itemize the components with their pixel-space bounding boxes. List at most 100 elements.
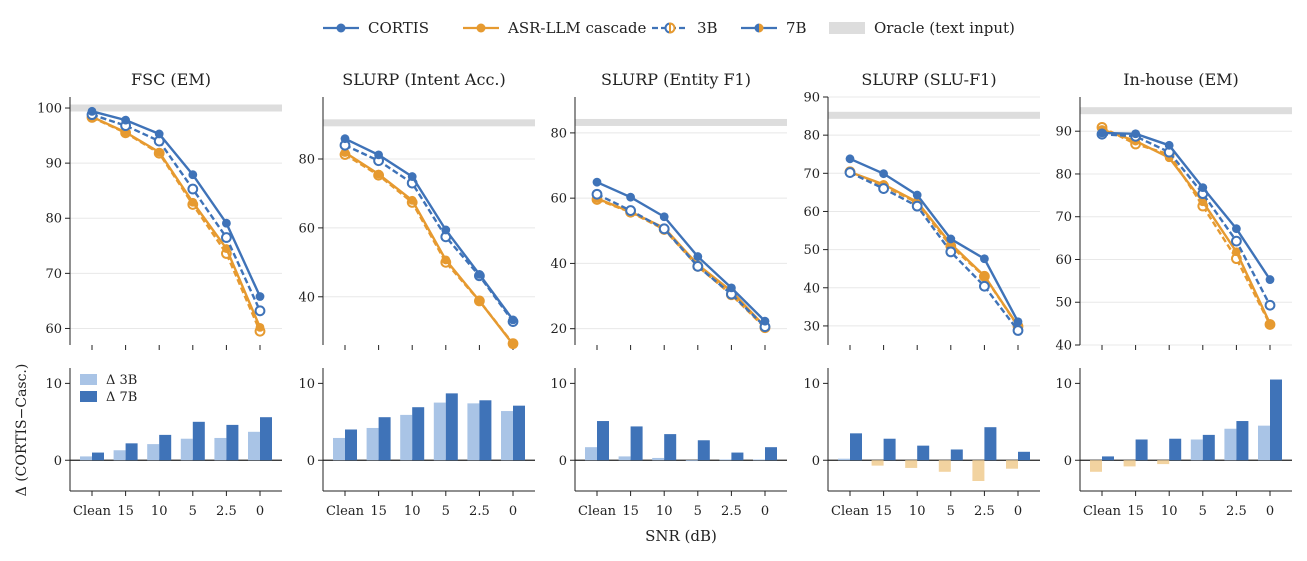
delta-bar-d7b (1236, 421, 1249, 461)
delta-bar-d3b (433, 402, 446, 461)
delta-bar-d3b (652, 457, 665, 461)
delta-legend-swatch-3b (80, 374, 97, 385)
delta-bar-d3b (113, 450, 126, 461)
panel-2: SLURP (Entity F1) 20 40 60 80 0 10 Clean 15 10 5 2.… (550, 70, 787, 519)
legend-label-3b: 3B (697, 19, 718, 37)
panel-title: In-house (EM) (1123, 70, 1239, 89)
data-point (255, 322, 265, 332)
delta-y-tick-label: 10 (1055, 377, 1072, 392)
series-line-cortis-7b (344, 137, 514, 321)
series-line-asr-llm-cascade-7b (1101, 128, 1272, 325)
y-tick-label: 50 (803, 243, 820, 258)
x-tick-label: 2.5 (974, 504, 995, 519)
data-point (340, 148, 350, 157)
data-point (221, 232, 232, 243)
data-point (912, 190, 922, 200)
x-tick-label: Clean (326, 504, 365, 519)
x-tick-label: 15 (370, 504, 387, 519)
y-tick-label: 60 (298, 221, 315, 236)
data-point (878, 183, 889, 194)
data-point (374, 169, 383, 179)
y-tick-label: 50 (1055, 296, 1072, 311)
series-line-cortis-7b (596, 181, 766, 323)
data-point (188, 170, 198, 180)
data-point (508, 315, 518, 325)
x-tick-label: 10 (909, 504, 926, 519)
y-tick-label: 70 (1055, 210, 1072, 225)
x-tick-label: 0 (1266, 504, 1274, 519)
data-point (441, 225, 451, 235)
data-point (1097, 128, 1107, 138)
delta-bar-d7b (1135, 439, 1148, 461)
x-tick-label: 0 (1014, 504, 1022, 519)
data-point (1012, 325, 1024, 336)
y-tick-label: 80 (45, 212, 62, 227)
y-tick-label: 80 (550, 126, 567, 141)
x-tick-label: 15 (117, 504, 134, 519)
x-tick-label: 15 (622, 504, 639, 519)
y-tick-label: 60 (550, 192, 567, 207)
delta-bar-d7b (731, 452, 744, 461)
data-point (625, 205, 636, 216)
panel-title: SLURP (Entity F1) (601, 70, 751, 89)
x-tick-label: 15 (1127, 504, 1144, 519)
oracle-band (828, 111, 1040, 119)
bottom-y-axis-label: Δ (CORTIS−Casc.) (14, 364, 30, 497)
y-tick-label: 60 (1055, 253, 1072, 268)
data-point (658, 223, 670, 235)
delta-bar-d7b (479, 400, 492, 461)
delta-bar-d7b (697, 440, 710, 461)
delta-legend-label-7b: Δ 7B (106, 390, 137, 405)
y-tick-label: 90 (803, 91, 820, 106)
series-line-asr-llm-cascade-3b (1101, 126, 1272, 326)
delta-bar-d3b (1190, 439, 1203, 461)
delta-bar-d7b (883, 438, 896, 461)
delta-bar-d3b (400, 414, 413, 461)
x-tick-label: 10 (404, 504, 421, 519)
y-tick-label: 20 (550, 322, 567, 337)
series-line-cortis-7b (91, 110, 262, 298)
y-tick-label: 90 (45, 157, 62, 172)
data-point (508, 339, 518, 349)
legend-item-cascade: ASR-LLM cascade (463, 19, 647, 37)
delta-bar-d7b (378, 417, 391, 461)
delta-y-tick-label: 0 (1064, 454, 1072, 469)
delta-bar-d7b (159, 434, 172, 461)
panel-title: FSC (EM) (131, 70, 211, 89)
delta-bar-d3b (938, 460, 951, 472)
series-line-cortis-7b (849, 157, 1020, 323)
delta-bar-d3b (147, 444, 160, 461)
delta-bar-d3b (80, 456, 92, 461)
y-tick-label: 90 (1055, 125, 1072, 140)
x-tick-label: Clean (1083, 504, 1122, 519)
delta-bar-d3b (467, 403, 480, 461)
delta-bar-d7b (664, 434, 677, 461)
x-tick-label: 10 (1161, 504, 1178, 519)
data-point (946, 234, 956, 244)
x-tick-label: 0 (509, 504, 517, 519)
oracle-band (323, 119, 535, 127)
delta-bar-d3b (180, 438, 193, 461)
data-point (693, 252, 703, 261)
delta-bar-d3b (972, 460, 985, 482)
legend-label-cascade: ASR-LLM cascade (507, 19, 647, 37)
delta-bar-d7b (1102, 456, 1114, 461)
series-line-cortis-3b (596, 193, 766, 328)
delta-bar-d7b (630, 426, 643, 461)
delta-bar-d7b (917, 445, 930, 461)
delta-bar-d7b (950, 449, 963, 461)
y-tick-label: 30 (803, 319, 820, 334)
legend-item-7b: 7B (741, 19, 807, 37)
data-point (187, 183, 199, 195)
data-point (441, 255, 451, 265)
series-line-cortis-3b (1101, 133, 1272, 306)
data-point (980, 271, 989, 281)
data-point (727, 283, 736, 293)
x-axis-label: SNR (dB) (645, 527, 717, 545)
delta-bar-d7b (345, 429, 357, 461)
x-tick-label: 2.5 (1226, 504, 1247, 519)
delta-bar-d3b (585, 447, 597, 461)
oracle-band (70, 104, 282, 112)
delta-bar-d3b (685, 460, 698, 462)
x-tick-label: 2.5 (216, 504, 237, 519)
